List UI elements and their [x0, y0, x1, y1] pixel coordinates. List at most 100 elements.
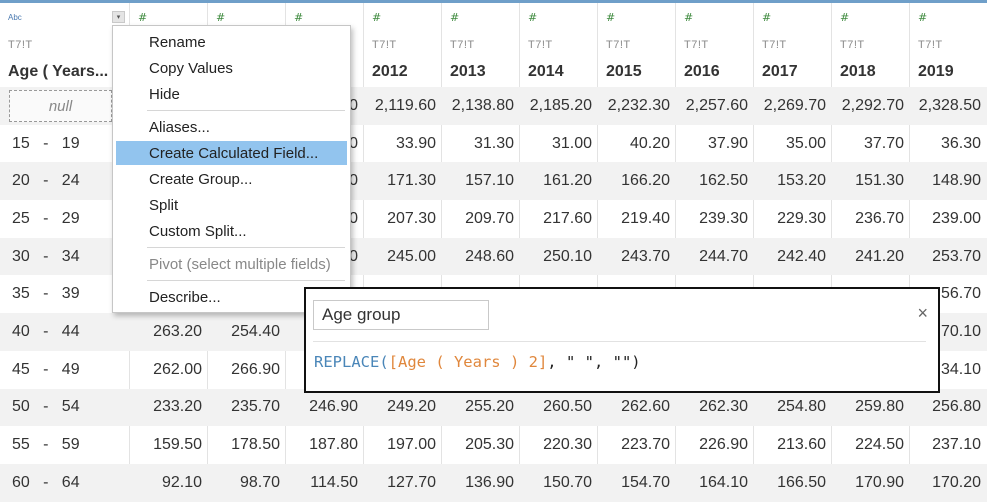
value-cell: 242.40 [777, 247, 826, 265]
value-cell: 166.20 [621, 172, 670, 190]
column-header[interactable]: # T7!T 2014 [520, 3, 598, 87]
value-cell: 150.70 [543, 473, 592, 491]
value-cell: 243.70 [621, 247, 670, 265]
column-header[interactable]: # [130, 3, 208, 87]
value-cell: 262.00 [153, 360, 202, 378]
menu-item-copy-values[interactable]: Copy Values [149, 59, 233, 77]
column-header[interactable]: # T7!T 2016 [676, 3, 754, 87]
menu-item-hide[interactable]: Hide [149, 85, 180, 103]
column-format-label: T7!T [918, 39, 943, 51]
column-header[interactable]: # T7!T 2012 [364, 3, 442, 87]
column-header[interactable]: # [208, 3, 286, 87]
column-format-label: T7!T [684, 39, 709, 51]
number-type-icon: # [840, 11, 850, 24]
value-cell: 0 [349, 209, 358, 227]
value-cell: 148.90 [932, 172, 981, 190]
calculation-name-input[interactable]: Age group [313, 300, 489, 330]
column-name: 2019 [918, 63, 954, 80]
value-cell: 153.20 [777, 172, 826, 190]
table-row: 55 - 59 159.50 178.50 187.80 197.00 205.30 220… [0, 426, 987, 464]
value-cell: 220.30 [543, 436, 592, 454]
value-cell: 0 [349, 172, 358, 190]
number-type-icon: # [372, 11, 382, 24]
number-type-icon: # [918, 11, 928, 24]
value-cell: 35.00 [785, 134, 826, 152]
value-cell: 0 [349, 134, 358, 152]
value-cell: 223.70 [621, 436, 670, 454]
number-type-icon: # [528, 11, 538, 24]
column-header[interactable]: # T7!T 2017 [754, 3, 832, 87]
column-header[interactable]: # T7!T 2019 [910, 3, 987, 87]
number-type-icon: # [762, 11, 772, 24]
column-name: Age ( Years... [8, 63, 109, 80]
column-name: 2014 [528, 63, 564, 80]
column-format-label: T7!T [840, 39, 865, 51]
value-cell: 250.10 [543, 247, 592, 265]
table-row: 15 - 19 0 33.90 31.30 31.00 40.20 37.90 35.00 37… [0, 125, 987, 163]
value-cell: 127.70 [387, 473, 436, 491]
value-cell: 254.80 [777, 398, 826, 416]
value-cell: 246.90 [309, 398, 358, 416]
menu-item-split[interactable]: Split [149, 196, 179, 214]
formula-arguments: , " ", "") [547, 353, 641, 371]
value-cell: 40.20 [629, 134, 670, 152]
column-header[interactable]: Abc T7!T Age ( Years... [0, 3, 130, 87]
value-cell: 248.60 [465, 247, 514, 265]
menu-item-aliases[interactable]: Aliases... [149, 118, 210, 136]
menu-item-pivot: Pivot (select multiple fields) [149, 255, 331, 273]
number-type-icon: # [684, 11, 694, 24]
value-cell: 229.30 [777, 209, 826, 227]
column-name: 2016 [684, 63, 720, 80]
value-cell: 260.50 [543, 398, 592, 416]
menu-divider [147, 110, 345, 111]
value-cell: 164.10 [699, 473, 748, 491]
column-format-label: T7!T [372, 39, 397, 51]
number-type-icon: # [450, 11, 460, 24]
value-cell: 136.90 [465, 473, 514, 491]
null-cell[interactable]: null [9, 90, 112, 122]
column-header[interactable]: # T7!T 2015 [598, 3, 676, 87]
value-cell: 213.60 [777, 436, 826, 454]
close-icon[interactable]: × [917, 303, 928, 323]
value-cell: 34.10 [940, 360, 981, 378]
value-cell: 98.70 [239, 473, 280, 491]
column-format-label: T7!T [450, 39, 475, 51]
value-cell: 236.70 [855, 209, 904, 227]
calculated-field-dialog: Age group × REPLACE([Age ( Years ) 2], "… [304, 287, 940, 393]
header-accent-line [0, 0, 987, 3]
value-cell: 2,328.50 [918, 96, 981, 114]
formula-editor[interactable]: REPLACE([Age ( Years ) 2], " ", "") [314, 353, 641, 371]
age-group-cell: 35 - 39 [12, 285, 80, 303]
formula-function: REPLACE( [314, 353, 389, 371]
value-cell: 0 [349, 96, 358, 114]
value-cell: 70.10 [940, 323, 981, 341]
value-cell: 187.80 [309, 436, 358, 454]
value-cell: 245.00 [387, 247, 436, 265]
age-group-cell: 25 - 29 [12, 209, 80, 227]
value-cell: 262.30 [699, 398, 748, 416]
value-cell: 217.60 [543, 209, 592, 227]
value-cell: 239.30 [699, 209, 748, 227]
value-cell: 2,232.30 [607, 96, 670, 114]
value-cell: 266.90 [231, 360, 280, 378]
value-cell: 253.70 [932, 247, 981, 265]
menu-item-create-calculated-field[interactable]: Create Calculated Field... [116, 141, 347, 165]
chevron-down-icon[interactable]: ▾ [112, 11, 125, 23]
value-cell: 56.70 [940, 285, 981, 303]
value-cell: 157.10 [465, 172, 514, 190]
value-cell: 219.40 [621, 209, 670, 227]
menu-item-custom-split[interactable]: Custom Split... [149, 222, 247, 240]
formula-field-reference: [Age ( Years ) 2] [388, 353, 548, 371]
value-cell: 197.00 [387, 436, 436, 454]
table-row: 35 - 39 56.70 [0, 276, 987, 314]
menu-item-create-group[interactable]: Create Group... [149, 170, 253, 188]
dialog-divider [313, 341, 926, 342]
menu-item-describe[interactable]: Describe... [149, 288, 221, 306]
column-header[interactable]: # T7!T 2013 [442, 3, 520, 87]
menu-item-rename[interactable]: Rename [149, 33, 206, 51]
menu-divider [147, 280, 345, 281]
value-cell: 2,257.60 [685, 96, 748, 114]
column-header[interactable]: # [286, 3, 364, 87]
age-group-cell: 30 - 34 [12, 247, 80, 265]
column-header[interactable]: # T7!T 2018 [832, 3, 910, 87]
